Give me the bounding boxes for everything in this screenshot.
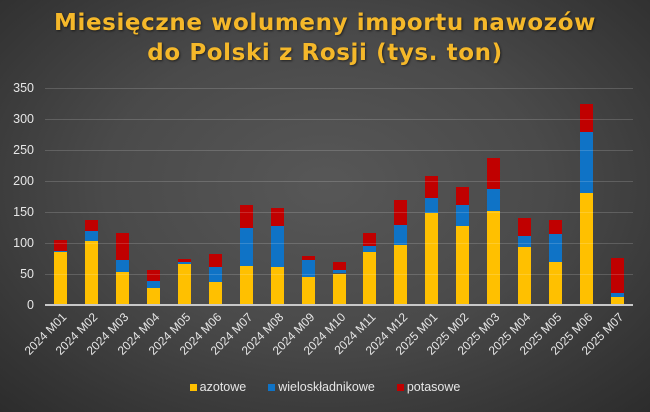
bar-segment-potasowe [84,219,98,231]
legend-item-wieloskładnikowe: wieloskładnikowe [268,380,375,394]
bar-segment-azotowe [394,244,408,305]
bar-segment-azotowe [611,297,625,305]
bar-segment-wieloskładnikowe [84,230,98,241]
bar-segment-wieloskładnikowe [518,235,532,247]
legend-swatch-icon [396,383,404,391]
gridline [45,150,633,151]
bar-segment-wieloskładnikowe [115,260,129,273]
bar-segment-azotowe [208,281,222,305]
bar-segment-wieloskładnikowe [456,204,470,226]
bar-segment-azotowe [239,266,253,305]
bar-segment-azotowe [456,225,470,305]
y-tick-label: 200 [13,173,34,188]
y-tick-label: 0 [27,297,34,312]
gridline [45,274,633,275]
bar-segment-potasowe [394,199,408,226]
bar-segment-azotowe [146,288,160,305]
y-tick-label: 50 [20,266,34,281]
chart-title-line2: do Polski z Rosji (tys. ton) [147,40,503,66]
bar-segment-wieloskładnikowe [580,132,594,193]
bar-segment-azotowe [549,261,563,305]
bar-segment-azotowe [115,272,129,305]
bar-segment-azotowe [84,240,98,305]
bar-segment-potasowe [549,220,563,234]
bar-segment-wieloskładnikowe [487,189,501,211]
x-axis-line [45,303,633,306]
bar-segment-potasowe [611,258,625,293]
gridline [45,119,633,120]
bar-segment-azotowe [363,251,377,305]
bar-segment-wieloskładnikowe [53,250,67,253]
bar-segment-potasowe [332,261,346,270]
y-tick-label: 350 [13,80,34,95]
legend-label: wieloskładnikowe [278,380,375,394]
bar-segment-azotowe [518,246,532,305]
bar-segment-azotowe [177,263,191,305]
bar-segment-potasowe [580,104,594,133]
bar-segment-potasowe [208,253,222,267]
bar-segment-potasowe [487,158,501,190]
bar-segment-azotowe [425,212,439,305]
gridline [45,181,633,182]
y-tick-label: 150 [13,204,34,219]
legend-swatch-icon [189,383,197,391]
bar-segment-wieloskładnikowe [611,292,625,298]
bar-segment-wieloskładnikowe [208,266,222,282]
bar-segment-wieloskładnikowe [549,233,563,262]
bar-segment-potasowe [363,233,377,246]
bar-segment-potasowe [115,233,129,261]
y-tick-label: 250 [13,142,34,157]
bar-segment-wieloskładnikowe [270,225,284,267]
legend-swatch-icon [268,383,276,391]
bar-segment-azotowe [53,252,67,305]
y-tick-label: 300 [13,111,34,126]
bar-segment-potasowe [177,259,191,263]
bar-segment-wieloskładnikowe [425,197,439,213]
bar-segment-azotowe [487,210,501,305]
legend-item-potasowe: potasowe [396,380,461,394]
bar-segment-wieloskładnikowe [177,262,191,264]
bar-segment-wieloskładnikowe [363,245,377,252]
gridline [45,88,633,89]
bar-segment-wieloskładnikowe [301,260,315,278]
bar-segment-wieloskładnikowe [239,228,253,267]
bar-segment-azotowe [580,192,594,305]
bar-segment-wieloskładnikowe [332,269,346,274]
bar-segment-potasowe [270,208,284,226]
bar-segment-wieloskładnikowe [146,280,160,289]
legend-item-azotowe: azotowe [189,380,247,394]
bar-segment-potasowe [518,217,532,236]
gridline [45,212,633,213]
bar-segment-azotowe [270,266,284,305]
legend-label: potasowe [406,380,461,394]
chart-title: Miesięczne wolumeny importu nawozów do P… [0,8,650,68]
bar-segment-potasowe [456,186,470,205]
legend-label: azotowe [199,380,247,394]
bar-segment-potasowe [425,176,439,198]
y-tick-label: 100 [13,235,34,250]
bar-segment-azotowe [301,277,315,305]
bar-segment-azotowe [332,273,346,305]
legend: azotowe wieloskładnikowe potasowe [0,380,650,394]
chart-title-line1: Miesięczne wolumeny importu nawozów [53,10,596,36]
bar-segment-potasowe [146,270,160,281]
bar-segment-potasowe [53,240,67,251]
bar-segment-potasowe [239,205,253,229]
bar-segment-wieloskładnikowe [394,225,408,245]
gridline [45,243,633,244]
bar-segment-potasowe [301,255,315,261]
